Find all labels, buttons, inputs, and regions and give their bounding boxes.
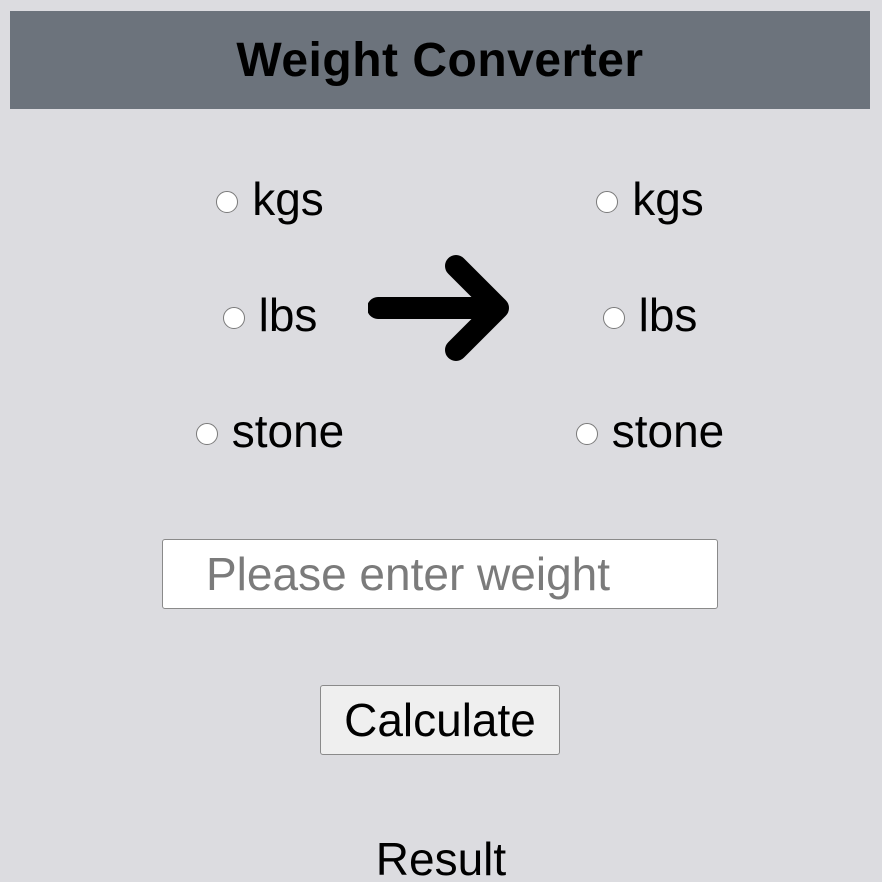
to-radio-kgs[interactable] bbox=[596, 191, 619, 213]
to-label-stone: stone bbox=[611, 405, 725, 457]
from-radio-kgs[interactable] bbox=[216, 191, 239, 213]
page-title: Weight Converter bbox=[236, 33, 644, 87]
result-text: Result bbox=[375, 833, 507, 882]
to-label-lbs: lbs bbox=[638, 289, 698, 341]
from-radio-lbs[interactable] bbox=[222, 307, 245, 329]
from-label-lbs: lbs bbox=[258, 289, 318, 341]
to-option-kgs[interactable]: kgs bbox=[500, 172, 800, 226]
from-label-stone: stone bbox=[231, 405, 345, 457]
from-radio-stone[interactable] bbox=[195, 423, 218, 445]
from-option-kgs[interactable]: kgs bbox=[120, 172, 420, 226]
to-option-stone[interactable]: stone bbox=[500, 404, 800, 458]
header-bar: Weight Converter bbox=[10, 11, 870, 109]
to-radio-stone[interactable] bbox=[575, 423, 598, 445]
arrow-right-icon bbox=[368, 255, 509, 361]
from-option-stone[interactable]: stone bbox=[120, 404, 420, 458]
calculate-button[interactable]: Calculate bbox=[320, 685, 560, 755]
to-label-kgs: kgs bbox=[632, 173, 704, 225]
from-option-lbs[interactable]: lbs bbox=[120, 288, 420, 342]
to-option-lbs[interactable]: lbs bbox=[500, 288, 800, 342]
from-label-kgs: kgs bbox=[252, 173, 324, 225]
to-radio-lbs[interactable] bbox=[602, 307, 625, 329]
weight-input[interactable] bbox=[162, 539, 718, 609]
